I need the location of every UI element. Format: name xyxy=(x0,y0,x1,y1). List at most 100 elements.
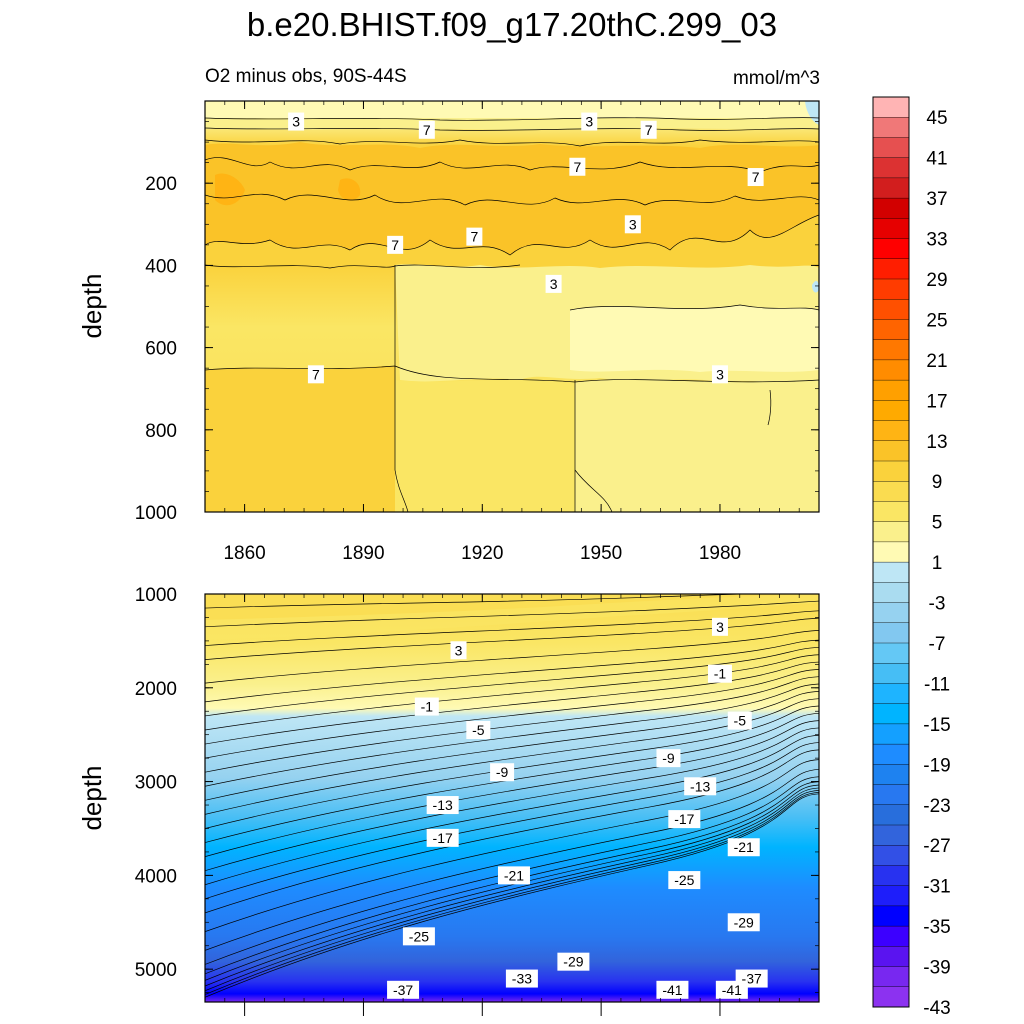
contour-line xyxy=(205,661,819,745)
colorbar-swatch xyxy=(872,197,910,219)
colorbar-swatch xyxy=(872,966,910,988)
colorbar-tick-label: 45 xyxy=(926,108,947,129)
contour-line xyxy=(205,698,819,815)
contour-label-box xyxy=(557,952,590,971)
contour-label: 7 xyxy=(312,366,320,382)
contour-label: 7 xyxy=(645,122,653,138)
contour-line xyxy=(205,712,819,843)
colorbar-swatch xyxy=(872,521,910,543)
contour-line xyxy=(205,791,819,995)
contour-label-box xyxy=(711,617,728,636)
colorbar-swatch xyxy=(872,379,910,401)
contour-label: -33 xyxy=(512,971,532,987)
contour-label-box xyxy=(450,641,467,660)
colorbar: 45 41 37 33 29 25 21 17 13 9 5 1 -3 -7 -11 -15 -19 -23 -27… xyxy=(872,96,951,1019)
y-tick-label: 2000 xyxy=(135,679,177,700)
colorbar-tick-label: -23 xyxy=(923,796,950,817)
contour-label-box xyxy=(727,711,752,730)
contour-label: -21 xyxy=(734,839,754,855)
contour-label: 3 xyxy=(292,114,300,130)
contour-line xyxy=(205,600,819,628)
y-tick-label: 600 xyxy=(145,339,177,360)
colorbar-swatch xyxy=(872,157,910,179)
colorbar-tick-label: -7 xyxy=(929,634,946,655)
colorbar-swatch xyxy=(872,420,910,442)
contour-label-box xyxy=(418,120,435,139)
y-tick-label: 3000 xyxy=(135,773,177,794)
contour-label-box xyxy=(727,913,760,932)
contour-label-box xyxy=(387,980,420,999)
contour-line xyxy=(205,654,819,731)
colorbar-swatch xyxy=(872,137,910,159)
contour-line xyxy=(205,639,819,703)
colorbar-tick-label: 25 xyxy=(926,310,947,331)
contour-label: -1 xyxy=(421,699,434,715)
colorbar-swatch xyxy=(872,460,910,482)
contour-label: 7 xyxy=(391,237,399,253)
contour-label: -21 xyxy=(504,867,524,883)
contour-line xyxy=(205,727,819,872)
contour-label: 3 xyxy=(716,619,724,635)
contour-label-box xyxy=(684,777,717,796)
colorbar-tick-label: 1 xyxy=(932,553,943,574)
contour-label-box xyxy=(668,871,701,890)
colorbar-swatch xyxy=(872,885,910,907)
contour-line xyxy=(205,769,819,951)
contour-line xyxy=(205,683,819,787)
colorbar-tick-label: 9 xyxy=(932,472,943,493)
contour-label-box xyxy=(656,749,681,768)
contour-label-box xyxy=(387,235,404,254)
colorbar-swatch xyxy=(872,663,910,684)
contour-label: -37 xyxy=(393,982,413,998)
lower-contour-field xyxy=(205,594,819,1002)
x-tick-label: 1920 xyxy=(461,543,503,564)
contour-label: 3 xyxy=(585,114,593,130)
colorbar-swatch xyxy=(872,299,910,320)
figure-title: b.e20.BHIST.f09_g17.20thC.299_03 xyxy=(246,6,778,43)
contour-line xyxy=(205,749,819,914)
contour-line xyxy=(205,720,819,857)
contour-label: 3 xyxy=(629,216,637,232)
upper-y-axis-label: depth xyxy=(77,273,107,338)
contour-label: -25 xyxy=(409,928,429,944)
contour-line xyxy=(205,594,752,609)
colorbar-tick-label: 29 xyxy=(926,270,947,291)
x-tick-label: 1860 xyxy=(223,543,265,564)
panel-subtitle: O2 minus obs, 90S-44S xyxy=(205,66,407,87)
contour-label-box xyxy=(581,112,598,131)
colorbar-swatch xyxy=(872,96,910,118)
colorbar-swatch xyxy=(872,784,910,806)
colorbar-swatch xyxy=(872,561,910,583)
contour-label: -29 xyxy=(734,914,754,930)
colorbar-swatch xyxy=(872,824,910,846)
contour-label-box xyxy=(497,866,530,885)
colorbar-swatch xyxy=(872,723,910,745)
colorbar-swatch xyxy=(872,339,910,361)
contour-line xyxy=(205,630,819,684)
contour-label: 7 xyxy=(752,169,760,185)
contour-line xyxy=(205,742,819,900)
colorbar-swatch xyxy=(872,541,910,563)
colorbar-tick-label: 5 xyxy=(932,513,943,534)
colorbar-tick-label: 21 xyxy=(926,351,947,372)
contour-line xyxy=(205,781,819,975)
contour-label: -13 xyxy=(433,797,453,813)
contour-label: -13 xyxy=(690,778,710,794)
contour-line xyxy=(205,759,819,932)
contour-label-box xyxy=(490,763,515,782)
colorbar-tick-label: -39 xyxy=(923,958,950,979)
contour-line xyxy=(205,617,819,661)
contour-label: 3 xyxy=(455,642,463,658)
contour-label-box xyxy=(624,215,641,234)
colorbar-swatch xyxy=(872,925,910,947)
lower-plot-frame xyxy=(204,593,820,1003)
contour-label: -41 xyxy=(722,982,742,998)
x-tick-label: 1980 xyxy=(699,543,741,564)
colorbar-swatch xyxy=(872,278,910,300)
contour-label: -29 xyxy=(563,954,583,970)
colorbar-tick-label: -3 xyxy=(929,594,946,615)
colorbar-swatch xyxy=(872,865,910,887)
contour-line xyxy=(205,610,819,646)
x-tick-label: 1890 xyxy=(342,543,384,564)
contour-label: -9 xyxy=(496,764,509,780)
